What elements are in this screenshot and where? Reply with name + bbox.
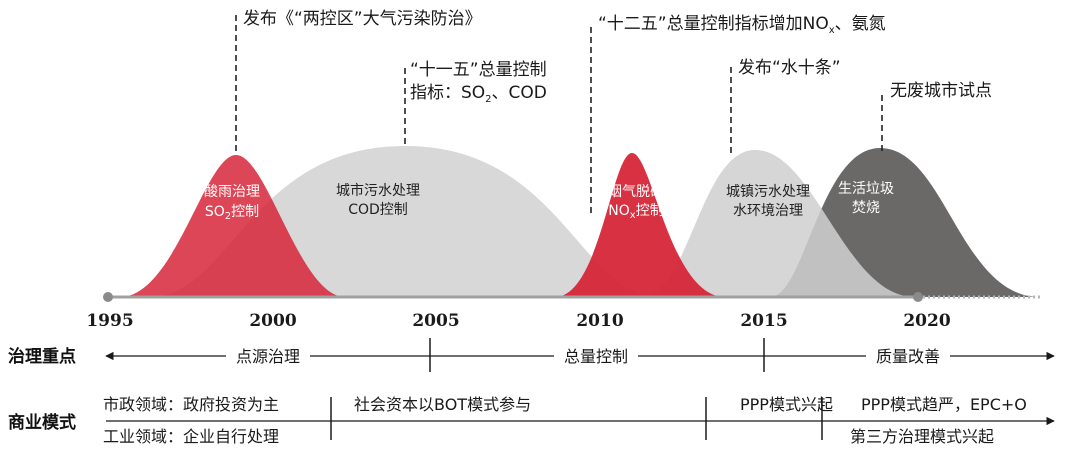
- label-bg: [554, 344, 638, 366]
- label-bg: [226, 344, 310, 366]
- business-third-party: 第三方治理模式兴起: [850, 427, 994, 446]
- acid-rain-curve: [120, 155, 345, 297]
- year-label: 2010: [576, 311, 623, 331]
- year-label: 1995: [86, 311, 133, 331]
- governance-stage-point-source: 点源治理: [236, 347, 300, 366]
- business-ppp-strict: PPP模式趋严，EPC+O: [861, 395, 1027, 414]
- phase-flue-gas-line2: NOx控制: [608, 203, 663, 221]
- business-bot: 社会资本以BOT模式参与: [354, 395, 531, 414]
- axis-start-dot: [103, 292, 113, 302]
- phase-urban-sewage-line1: 城市污水处理: [336, 182, 420, 199]
- phase-acid-rain-line2: SO2控制: [205, 204, 259, 222]
- year-label: 2020: [903, 311, 950, 331]
- flue-gas-curve: [555, 153, 725, 297]
- business-municipal: 市政领域：政府投资为主: [103, 395, 279, 414]
- annotation-eleventh-fyp-line2: 指标：SO2、COD: [410, 83, 547, 105]
- axis-end-dot: [913, 292, 923, 302]
- town-sewage-curve: [640, 150, 915, 297]
- governance-heading: 治理重点: [8, 346, 76, 367]
- business-ppp-rise: PPP模式兴起: [740, 395, 833, 414]
- phase-waste-line1: 生活垃圾: [838, 181, 894, 197]
- annotation-twelfth-fyp: “十二五”总量控制指标增加NOx、氨氮: [598, 14, 886, 36]
- year-label: 2015: [740, 311, 787, 331]
- phase-town-sewage-line1: 城镇污水处理: [726, 184, 810, 200]
- annotation-two-control-zones: 发布《“两控区”大气污染防治》: [243, 9, 482, 29]
- business-industrial: 工业领域：企业自行处理: [103, 427, 279, 446]
- year-label: 2000: [249, 311, 296, 331]
- phase-waste-line2: 焚烧: [852, 200, 880, 216]
- phase-acid-rain-line1: 酸雨治理: [204, 184, 260, 200]
- annotation-zero-waste: 无废城市试点: [890, 81, 992, 101]
- business-heading: 商业模式: [8, 412, 76, 433]
- governance-stage-quality: 质量改善: [876, 347, 940, 366]
- annotation-water-ten: 发布“水十条”: [738, 58, 841, 78]
- year-label: 2005: [412, 311, 459, 331]
- phase-flue-gas-line1: 烟气脱硝: [608, 184, 664, 200]
- phase-urban-sewage-line2: COD控制: [348, 202, 408, 218]
- annotation-eleventh-fyp-line1: “十一五”总量控制: [410, 60, 547, 80]
- phase-town-sewage-line2: 水环境治理: [733, 203, 803, 219]
- governance-stage-total-control: 总量控制: [564, 347, 628, 366]
- label-bg: [866, 344, 950, 366]
